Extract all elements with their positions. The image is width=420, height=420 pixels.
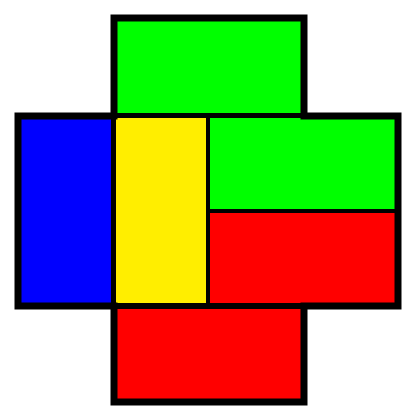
- bottom-red-block[interactable]: [111, 303, 307, 405]
- right-upper-green-block[interactable]: [206, 114, 400, 213]
- cross-outline: [14, 14, 402, 406]
- center-yellow-block[interactable]: [112, 114, 210, 308]
- top-green-block[interactable]: [111, 15, 307, 119]
- left-blue-block[interactable]: [15, 113, 117, 309]
- right-lower-red-block[interactable]: [206, 209, 400, 308]
